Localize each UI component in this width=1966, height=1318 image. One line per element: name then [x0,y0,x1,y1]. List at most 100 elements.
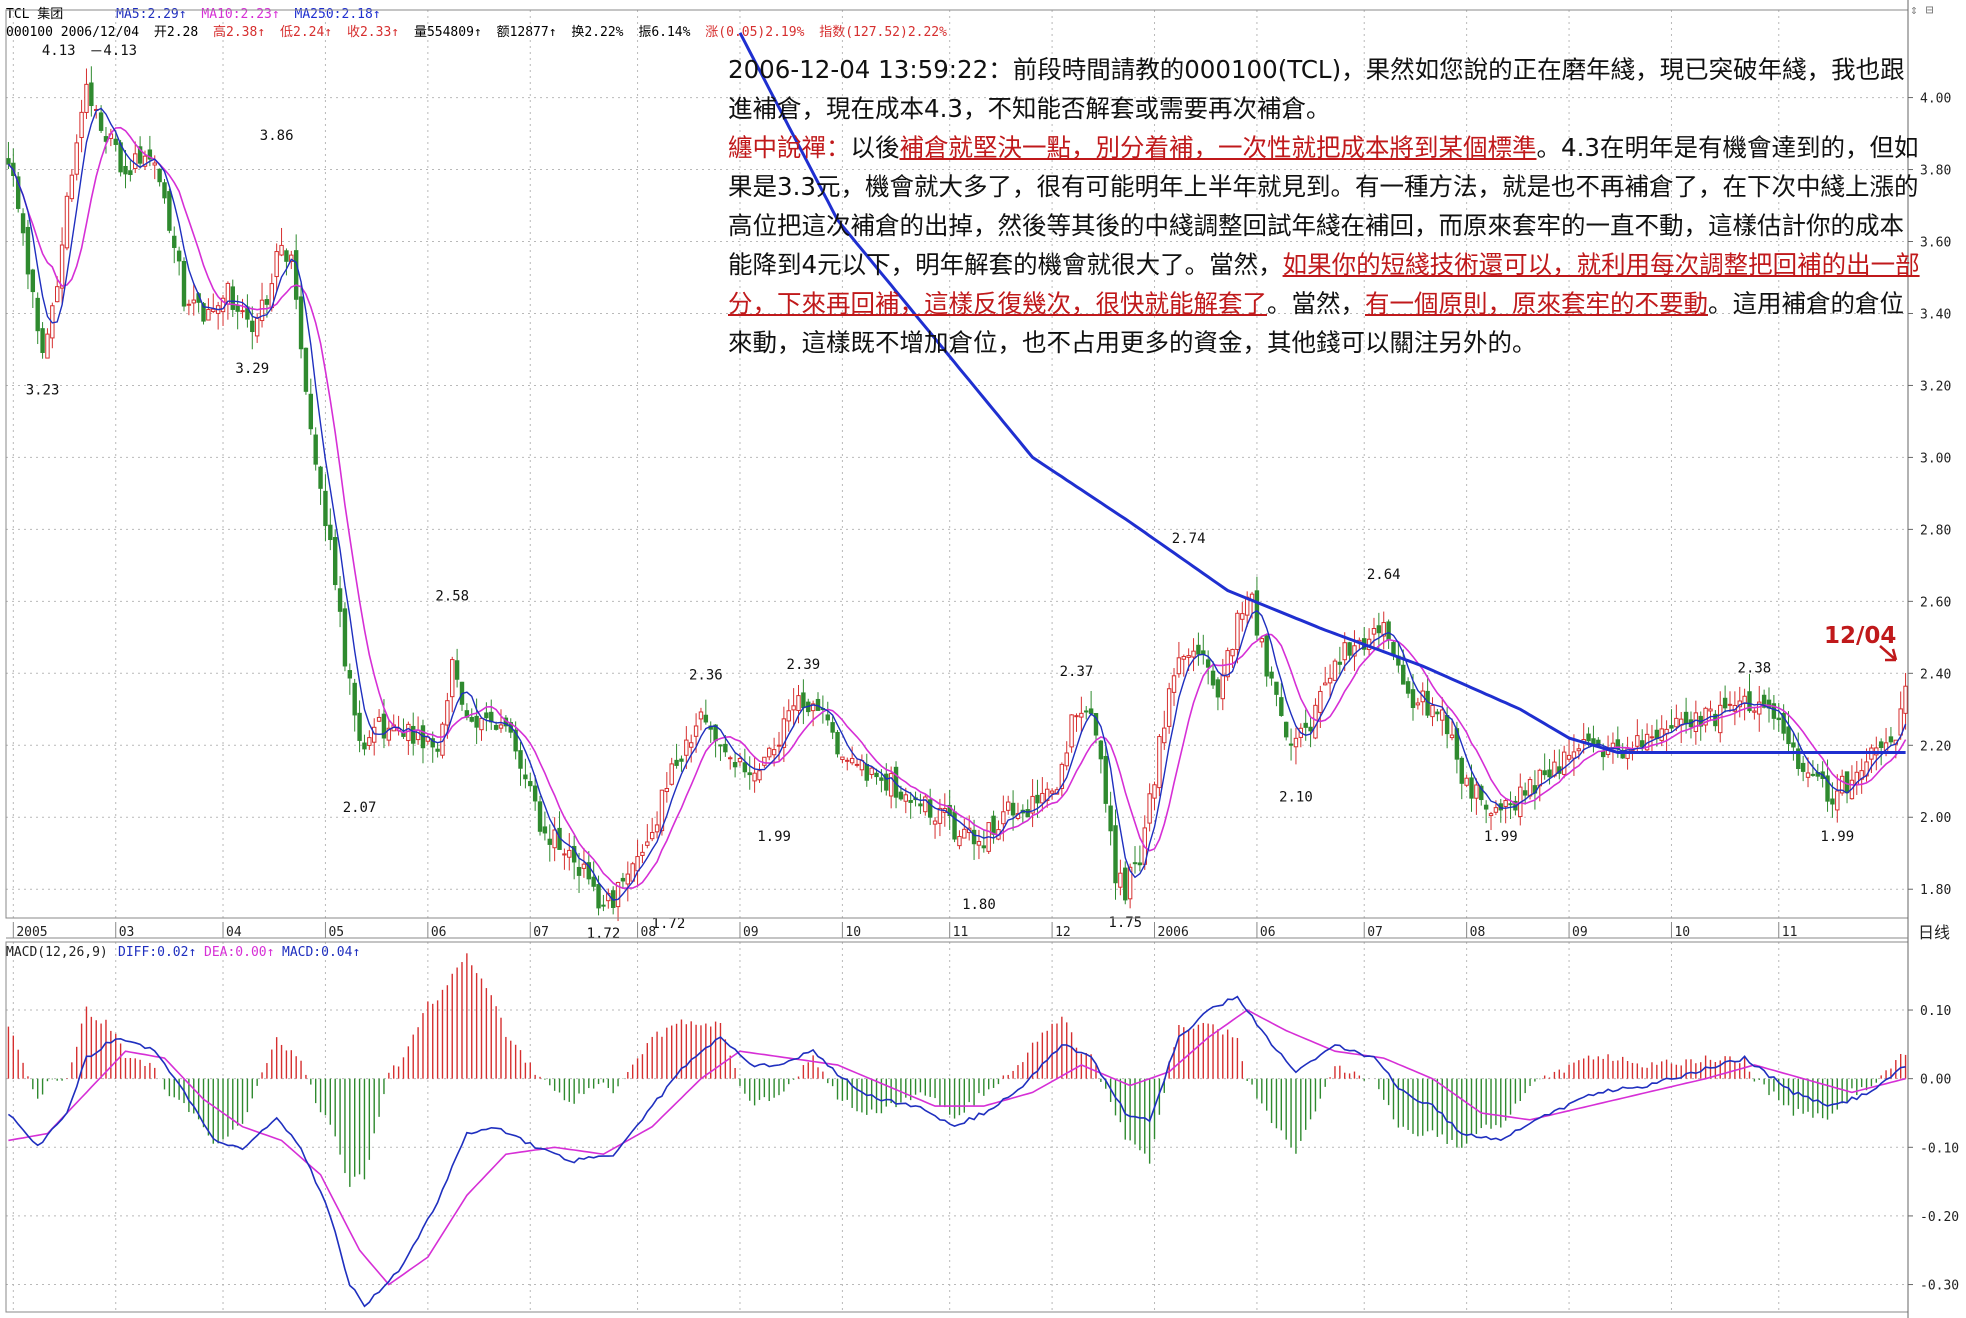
candle-body [133,153,138,170]
price-label: 2.38 [1738,661,1772,677]
candle-body [1810,773,1816,776]
volume-readout: 量554809↑ [413,25,482,40]
candle-body [1371,628,1377,635]
candle-body [1479,785,1484,801]
candle-body [137,146,143,164]
candle-body [1132,862,1138,865]
candle-body [1118,872,1123,888]
candle-body [1059,763,1065,789]
candle-body [693,725,699,737]
candle-body [1674,717,1679,728]
time-tick-label: 05 [328,925,344,940]
candle-body [1474,784,1479,799]
candle-body [1464,777,1469,786]
candle-body [1796,748,1801,769]
macd-pane-frame [5,941,1909,1313]
candle-body [1152,784,1157,799]
candle-body [1839,775,1845,794]
candle-body [1791,742,1796,748]
candle-body [1064,752,1069,767]
candle-body [147,149,153,160]
candle-body [1210,670,1216,686]
candle-body [201,303,206,322]
candle-body [1181,655,1186,660]
candle-body [1800,762,1806,772]
candle-body [181,260,187,307]
candle-body [1415,702,1421,706]
price-tick-label: 3.20 [1920,379,1951,394]
candle-body [15,176,21,209]
price-label: 3.29 [235,361,269,377]
candle-body [1835,790,1840,811]
candle-body [957,836,962,847]
macd-tick-label: -0.30 [1920,1279,1959,1294]
candle-body [113,138,118,145]
candle-body [601,904,606,907]
turnover-readout: 换2.22% [571,25,624,40]
question-paragraph: 2006-12-04 13:59:22：前段時間請教的000100(TCL)，果… [728,55,1905,123]
candle-body [1235,612,1240,650]
candle-body [293,250,299,300]
candle-body [1176,657,1182,675]
macd-tick-label: 0.10 [1920,1004,1951,1019]
answer-text-a: 以後 [850,133,900,162]
candle-body [771,749,777,756]
time-tick-label: 07 [533,925,549,940]
candle-body [372,726,377,743]
candle-body [40,328,45,353]
candle-body [176,250,182,262]
candle-body [142,155,148,167]
candle-body [762,756,767,766]
candle-body [884,773,889,791]
candle-body [1708,708,1713,712]
candle-body [445,700,450,726]
panel-toggle-icon[interactable]: ⇕ ⊟ [1910,3,1934,18]
candle-body [479,717,484,731]
candle-body [1347,642,1352,656]
candle-body [123,165,128,175]
candle-body [635,856,640,872]
candle-body [1669,725,1674,729]
amount-readout: 额12877↑ [496,25,557,40]
candle-body [1030,795,1035,814]
candle-body [1444,714,1450,735]
candle-body [435,748,440,752]
price-label: 1.72 [587,926,621,942]
moving-average-layer [7,32,1907,901]
low-readout: 低2.24↑ [280,25,333,40]
candle-body [337,588,343,612]
candle-body [1098,740,1104,760]
candle-body [1493,807,1499,813]
price-tick-label: 3.80 [1920,164,1951,179]
candle-body [84,83,89,113]
candle-body [552,829,557,849]
candle-body [1459,757,1464,784]
price-tick-label: 1.80 [1920,883,1951,898]
candle-body [786,710,791,722]
candle-body [128,170,133,175]
candle-body [274,251,279,278]
candle-body [571,845,577,863]
candle-body [747,772,752,776]
candle-body [313,434,318,465]
candle-body [659,789,665,832]
candle-body [567,849,572,858]
candle-body [1781,712,1786,734]
candle-body [703,714,709,723]
macd-dea-line [8,1009,1906,1286]
candle-body [1162,727,1167,744]
candle-body [918,803,923,807]
candle-body [1123,867,1128,901]
candle-body [1293,737,1299,748]
time-tick-label: 2006 [1158,925,1189,940]
candle-body [69,174,75,200]
candle-body [1391,642,1396,655]
candle-body [1205,659,1211,668]
price-label: 1.99 [1484,829,1518,845]
candle-body [971,829,977,845]
ma10-line [7,126,1907,890]
candle-body [825,714,830,721]
candle-body [723,743,728,753]
candle-body [1805,772,1811,778]
candle-body [240,310,245,313]
